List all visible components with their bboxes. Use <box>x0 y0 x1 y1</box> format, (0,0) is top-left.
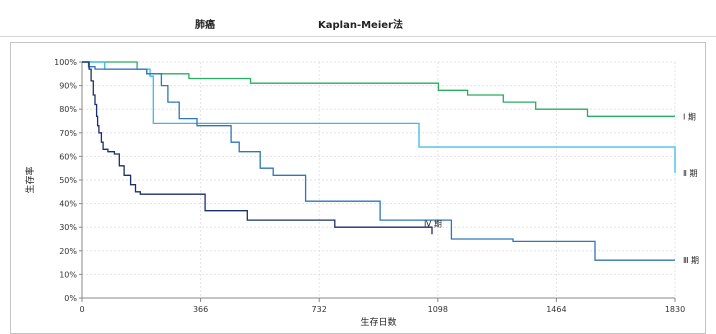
y-tick-label: 10% <box>59 270 77 279</box>
y-tick-label: 80% <box>59 105 77 114</box>
series-lines <box>82 61 676 261</box>
chart-title-left: 肺癌 <box>195 20 215 31</box>
y-tick-label: 70% <box>59 129 77 138</box>
y-axis-title: 生存率 <box>24 166 36 193</box>
x-tick-label: 366 <box>193 305 208 314</box>
series-label-4: Ⅳ 期 <box>424 219 442 228</box>
y-tick-label: 90% <box>59 82 77 91</box>
y-tick-label: 50% <box>59 176 77 185</box>
series-labels: Ⅰ 期 Ⅱ 期 Ⅲ 期 Ⅳ 期 <box>424 112 699 265</box>
x-axis-title: 生存日数 <box>360 316 396 328</box>
x-tick-label: 1830 <box>665 305 685 314</box>
chart-frame: 0% 10% 20% 30% 40% 50% 60% 70% 80% 90% 100% 0 366 732… <box>10 42 706 334</box>
series-line-2 <box>82 61 676 173</box>
y-tick-label: 0% <box>64 294 77 303</box>
series-line-3 <box>82 61 675 261</box>
y-tick-label: 60% <box>59 152 77 161</box>
header-divider <box>0 36 716 37</box>
series-label-1: Ⅰ 期 <box>683 112 696 121</box>
series-line-4 <box>82 61 433 235</box>
x-tick-label: 1464 <box>546 305 566 314</box>
survival-chart: 0% 10% 20% 30% 40% 50% 60% 70% 80% 90% 100% 0 366 732… <box>24 58 699 328</box>
chart-title-right: Kaplan-Meier法 <box>318 20 403 31</box>
series-line-1 <box>82 61 675 117</box>
y-tick-label: 20% <box>59 247 77 256</box>
axes: 0% 10% 20% 30% 40% 50% 60% 70% 80% 90% 100% 0 366 732… <box>54 58 685 314</box>
y-tick-label: 30% <box>59 223 77 232</box>
series-label-2: Ⅱ 期 <box>683 169 697 178</box>
x-tick-label: 732 <box>312 305 327 314</box>
x-tick-label: 1098 <box>428 305 448 314</box>
y-tick-label: 40% <box>59 200 77 209</box>
series-label-3: Ⅲ 期 <box>683 256 699 265</box>
y-tick-label: 100% <box>54 58 77 67</box>
grid-lines <box>82 61 676 299</box>
x-tick-label: 0 <box>79 305 84 314</box>
